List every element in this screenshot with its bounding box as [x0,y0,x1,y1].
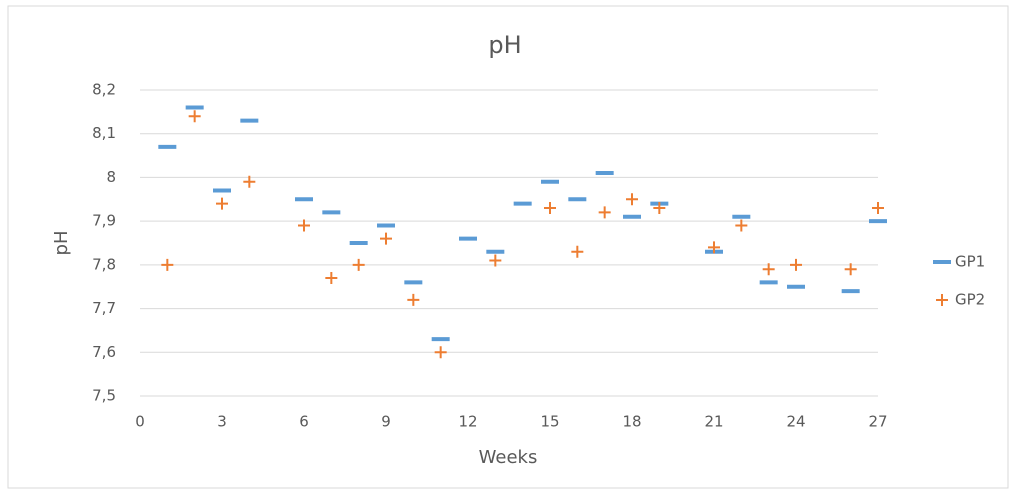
chart-title: pH [488,31,521,59]
x-tick-label: 27 [868,413,887,431]
legend-label: GP1 [955,253,985,271]
plus-marker [298,219,310,232]
y-axis-label: pH [51,231,72,256]
y-tick-label: 7,6 [92,343,116,361]
x-tick-label: 15 [540,413,559,431]
plus-marker [544,202,556,215]
plus-marker [762,263,775,276]
plus-marker [936,294,948,306]
plus-marker [844,263,857,276]
x-tick-label: 9 [381,413,391,431]
x-tick-label: 21 [704,413,723,431]
x-tick-label: 12 [458,413,477,431]
plus-marker [216,197,228,210]
plus-marker [735,219,748,232]
plus-marker [161,258,174,271]
y-tick-label: 7,9 [92,212,116,230]
plus-marker [489,254,502,267]
plus-marker [243,175,256,188]
plus-marker [790,258,802,271]
y-tick-label: 7,8 [92,255,116,273]
x-tick-label: 6 [299,413,309,431]
plus-marker [626,193,638,206]
x-tick-label: 24 [786,413,805,431]
chart-border [7,5,1009,489]
x-tick-label: 0 [135,413,145,431]
plus-marker [708,241,720,254]
x-tick-label: 3 [217,413,227,431]
plus-marker [598,206,611,219]
plus-marker [653,202,666,215]
y-tick-label: 8,1 [92,124,116,142]
y-tick-label: 7,7 [92,299,116,317]
y-tick-label: 7,5 [92,387,116,405]
plus-marker [407,293,420,306]
plus-marker [872,202,884,215]
x-tick-label: 18 [622,413,641,431]
x-axis-label: Weeks [479,447,538,468]
legend-label: GP2 [955,291,985,309]
plus-marker [571,245,584,258]
plus-marker [352,258,365,271]
plus-marker [380,232,392,245]
y-tick-label: 8,2 [92,81,116,99]
plus-marker [434,346,447,359]
plus-marker [325,271,338,284]
y-tick-label: 8 [106,168,116,186]
plus-marker [188,110,201,123]
